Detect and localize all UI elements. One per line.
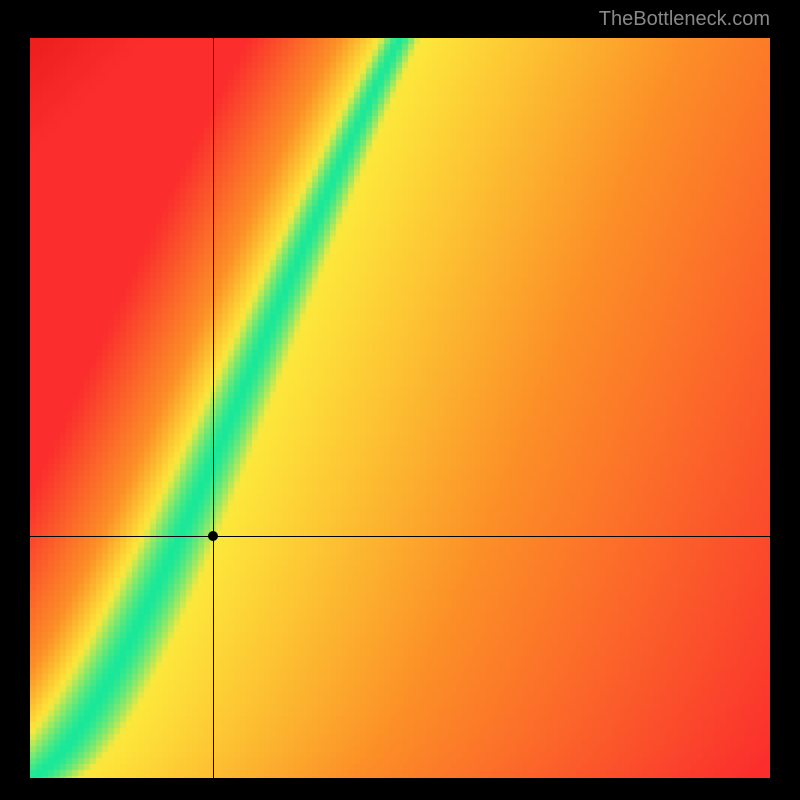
- crosshair-horizontal: [30, 536, 770, 537]
- bottleneck-heatmap: [30, 38, 770, 778]
- heatmap-canvas: [30, 38, 770, 778]
- crosshair-vertical: [213, 38, 214, 778]
- watermark: TheBottleneck.com: [599, 8, 770, 31]
- crosshair-marker: [208, 531, 218, 541]
